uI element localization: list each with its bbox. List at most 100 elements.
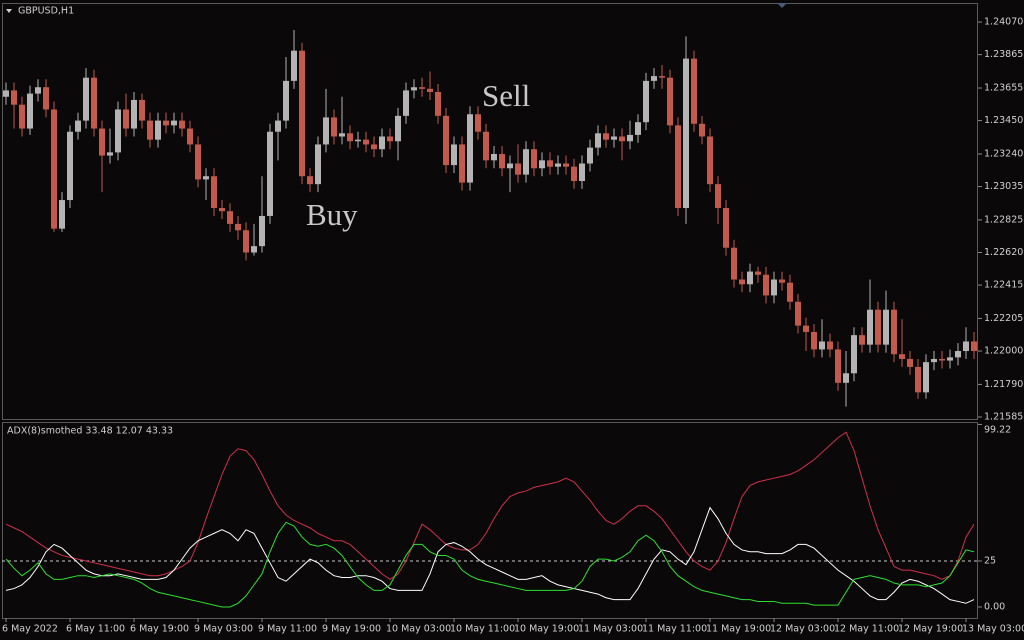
candle-body bbox=[971, 341, 977, 352]
candle-body bbox=[507, 163, 513, 169]
x-tick-label: 12 May 19:00 bbox=[898, 624, 963, 635]
candle-body bbox=[875, 309, 881, 345]
candle-body bbox=[339, 133, 345, 137]
candle-body bbox=[547, 160, 553, 167]
candle-body bbox=[67, 131, 73, 201]
candle-body bbox=[419, 87, 425, 89]
candle-body bbox=[499, 153, 505, 169]
candle-body bbox=[443, 115, 449, 166]
candle-body bbox=[595, 133, 601, 148]
candle-body bbox=[163, 120, 169, 126]
candle-body bbox=[403, 90, 409, 116]
candle-body bbox=[859, 335, 865, 345]
candle-body bbox=[99, 128, 105, 156]
y-tick-label: 1.23240 bbox=[984, 148, 1023, 159]
candle-body bbox=[19, 104, 25, 129]
candle-body bbox=[51, 109, 57, 229]
y-tick-label: 1.22620 bbox=[984, 247, 1023, 258]
candle-body bbox=[323, 117, 329, 145]
candle-body bbox=[611, 136, 617, 140]
candle-body bbox=[307, 176, 313, 185]
x-tick-label: 12 May 03:00 bbox=[770, 624, 835, 635]
candle-body bbox=[451, 144, 457, 166]
candle-body bbox=[931, 358, 937, 363]
x-tick-label: 9 May 03:00 bbox=[194, 624, 253, 635]
candle-body bbox=[363, 139, 369, 145]
candle-body bbox=[939, 358, 945, 361]
menu-arrow[interactable] bbox=[6, 9, 12, 13]
candle-body bbox=[243, 230, 249, 253]
candle-body bbox=[83, 77, 89, 121]
y-tick-label: 1.23655 bbox=[984, 83, 1023, 94]
y-tick-label: 1.22205 bbox=[984, 313, 1023, 324]
candle-body bbox=[219, 208, 225, 212]
candle-body bbox=[435, 91, 441, 116]
y-tick-label: 1.24070 bbox=[984, 17, 1023, 28]
candle-body bbox=[643, 80, 649, 123]
candle-body bbox=[267, 131, 273, 216]
x-tick-label: 9 May 19:00 bbox=[322, 624, 381, 635]
candle-body bbox=[955, 351, 961, 358]
candle-body bbox=[355, 139, 361, 142]
candle-body bbox=[755, 271, 761, 275]
y-tick-label: 99.22 bbox=[984, 425, 1011, 436]
candle-body bbox=[827, 341, 833, 350]
shift-marker bbox=[777, 3, 787, 8]
y-tick-label: 0.00 bbox=[984, 601, 1005, 612]
candle-body bbox=[283, 80, 289, 121]
y-tick-label: 1.23450 bbox=[984, 115, 1023, 126]
y-tick-label: 1.22825 bbox=[984, 214, 1023, 225]
candle-body bbox=[563, 163, 569, 167]
x-tick-label: 10 May 11:00 bbox=[450, 624, 515, 635]
candle-body bbox=[43, 87, 49, 110]
candle-body bbox=[299, 50, 305, 177]
candle-body bbox=[155, 120, 161, 140]
y-tick-label: 1.22000 bbox=[984, 346, 1023, 357]
candle-body bbox=[275, 120, 281, 132]
candle-body bbox=[395, 115, 401, 142]
candle-body bbox=[131, 99, 137, 129]
candle-body bbox=[771, 279, 777, 296]
candle-body bbox=[27, 93, 33, 129]
candle-body bbox=[315, 144, 321, 185]
candle-body bbox=[523, 149, 529, 175]
y-tick-label: 25 bbox=[984, 555, 996, 566]
candle-body bbox=[483, 131, 489, 161]
indicator-line bbox=[5, 506, 975, 604]
candle-body bbox=[235, 223, 241, 231]
candle-body bbox=[427, 88, 433, 92]
candle-body bbox=[123, 109, 129, 129]
indicator-line bbox=[5, 431, 975, 580]
candle-body bbox=[379, 136, 385, 150]
candle-body bbox=[803, 325, 809, 332]
candle-body bbox=[371, 144, 377, 150]
candle-body bbox=[667, 77, 673, 126]
x-tick-label: 6 May 2022 bbox=[2, 624, 58, 635]
candle-body bbox=[699, 123, 705, 137]
candle-body bbox=[835, 349, 841, 383]
candle-body bbox=[147, 120, 153, 140]
candle-body bbox=[907, 358, 913, 367]
annotation: Buy bbox=[306, 197, 358, 232]
candle-body bbox=[539, 160, 545, 169]
x-tick-label: 13 May 03:00 bbox=[962, 624, 1024, 635]
candle-body bbox=[747, 271, 753, 285]
candle-body bbox=[35, 87, 41, 94]
candle-body bbox=[947, 357, 953, 361]
candle-body bbox=[659, 76, 665, 78]
candle-body bbox=[347, 133, 353, 142]
chart-title: GBPUSD,H1 bbox=[18, 6, 74, 17]
candle-body bbox=[331, 117, 337, 137]
x-tick-label: 11 May 19:00 bbox=[706, 624, 771, 635]
candle-body bbox=[75, 120, 81, 132]
candle-body bbox=[651, 76, 657, 81]
candle-body bbox=[171, 120, 177, 126]
y-tick-label: 1.22415 bbox=[984, 280, 1023, 291]
candle-body bbox=[763, 274, 769, 296]
candle-body bbox=[779, 279, 785, 283]
candle-body bbox=[475, 114, 481, 132]
candle-body bbox=[715, 184, 721, 209]
candle-body bbox=[387, 136, 393, 142]
